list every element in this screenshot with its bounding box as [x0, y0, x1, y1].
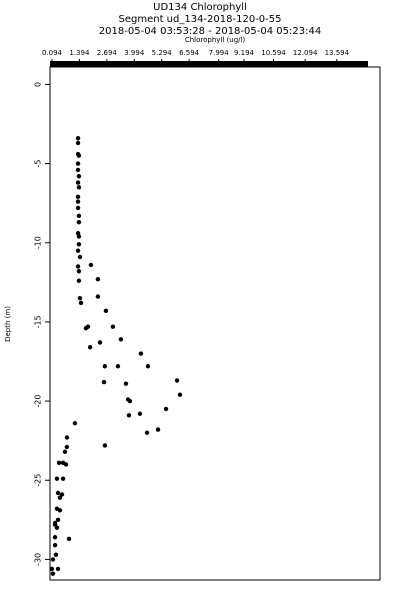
point	[78, 300, 84, 306]
point	[95, 276, 101, 282]
point	[55, 490, 61, 496]
point	[60, 476, 66, 481]
point	[57, 508, 63, 513]
point	[64, 444, 70, 450]
x-tick-label: 5.294	[152, 49, 173, 57]
y-tick-label: -25	[34, 474, 43, 487]
point	[76, 174, 82, 179]
point	[144, 430, 150, 435]
point	[102, 443, 108, 448]
point	[95, 294, 101, 299]
point	[137, 411, 143, 416]
point	[64, 435, 70, 440]
point	[155, 427, 161, 432]
point	[76, 234, 82, 239]
point	[138, 351, 144, 356]
y-tick-label: 0	[34, 82, 43, 87]
point	[75, 140, 81, 146]
tick-band	[50, 61, 368, 67]
x-tick-label: 7.994	[209, 49, 230, 57]
x-tick-label: 2.694	[97, 49, 118, 57]
point	[50, 557, 56, 562]
point	[75, 167, 81, 173]
point	[88, 262, 94, 268]
point	[76, 185, 82, 190]
point	[76, 278, 82, 283]
point	[103, 308, 109, 314]
point	[102, 364, 108, 369]
point	[76, 153, 82, 158]
point	[76, 219, 82, 225]
y-tick-label: -20	[34, 395, 43, 408]
x-tick-label: 3.994	[124, 49, 145, 57]
point	[123, 381, 129, 386]
point	[75, 136, 81, 141]
point	[75, 161, 81, 166]
point	[52, 535, 58, 540]
point	[174, 378, 180, 383]
point	[77, 295, 83, 301]
y-tick-label: -30	[34, 553, 43, 566]
chart-title: UD134 Chlorophyll	[153, 2, 247, 13]
point	[76, 242, 82, 247]
point	[75, 199, 81, 204]
point	[115, 364, 121, 369]
point	[87, 345, 93, 350]
point	[66, 536, 72, 542]
point	[118, 337, 124, 342]
point	[75, 205, 81, 211]
point	[75, 194, 81, 200]
x-tick-label: 6.594	[179, 49, 200, 57]
x-tick-label: 9.194	[234, 49, 255, 57]
point	[101, 379, 107, 385]
point	[62, 449, 68, 454]
point	[163, 406, 169, 412]
point	[75, 248, 81, 253]
point	[77, 254, 83, 260]
x-axis-label: Chlorophyll (ug/l)	[185, 36, 246, 44]
point	[83, 326, 89, 331]
point	[76, 213, 82, 219]
point	[75, 180, 81, 185]
point	[76, 269, 82, 274]
point	[52, 522, 58, 527]
point	[127, 398, 133, 404]
point	[52, 542, 58, 548]
point	[126, 413, 132, 418]
point	[55, 566, 61, 572]
y-tick-label: -5	[34, 160, 43, 168]
point	[110, 324, 116, 329]
y-tick-label: -15	[34, 315, 43, 328]
point	[54, 476, 60, 481]
point	[59, 492, 65, 497]
point	[75, 264, 81, 269]
point	[53, 552, 59, 557]
point	[145, 364, 151, 369]
x-tick-label: 12.094	[293, 49, 318, 57]
plot-frame	[49, 66, 381, 581]
point	[97, 340, 103, 345]
point	[56, 460, 62, 466]
x-tick-label: 0.094	[42, 49, 63, 57]
point	[177, 392, 183, 397]
point	[54, 525, 60, 530]
time-range: 2018-05-04 03:53:28 - 2018-05-04 05:23:4…	[99, 26, 321, 37]
point	[57, 495, 63, 500]
y-tick-label: -10	[34, 236, 43, 249]
point	[55, 517, 61, 523]
x-tick-label: 10.594	[261, 49, 286, 57]
y-axis-label: Depth (m)	[4, 306, 12, 342]
point	[63, 462, 69, 467]
x-tick-label: 1.394	[69, 49, 90, 57]
x-tick-label: 13.594	[325, 49, 350, 57]
point	[50, 571, 56, 576]
point	[49, 566, 55, 572]
chart-subtitle: Segment ud_134-2018-120-0-55	[118, 14, 281, 25]
point	[72, 421, 78, 426]
